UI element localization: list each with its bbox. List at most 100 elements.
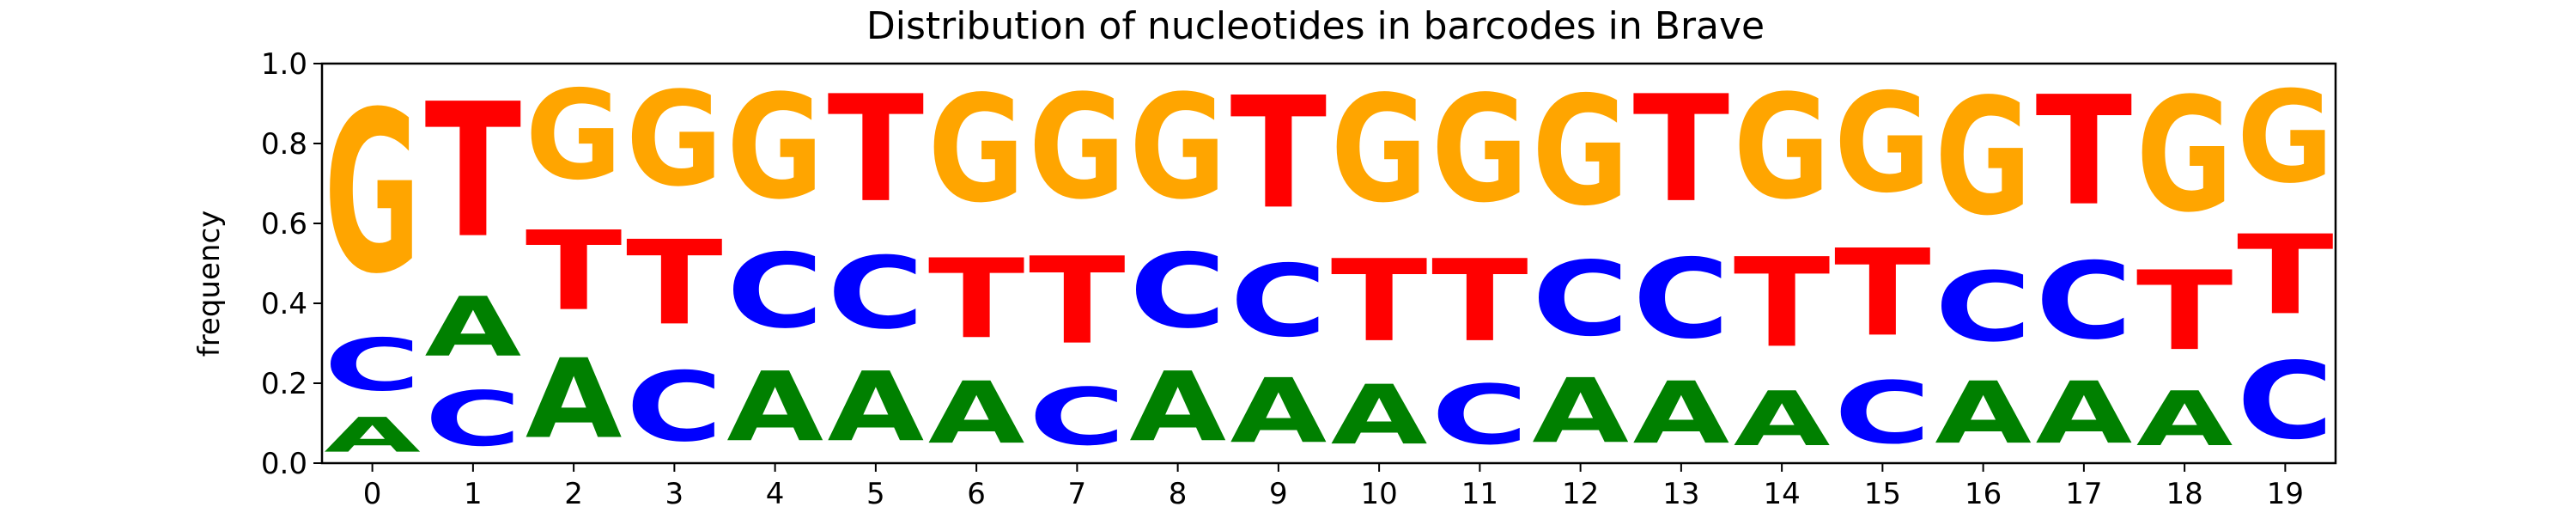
nucleotide-c: C (324, 324, 421, 407)
nucleotide-g: G (526, 64, 623, 207)
nucleotide-t: T (1431, 236, 1528, 367)
x-tick-label: 3 (665, 477, 684, 511)
nucleotide-t: T (1834, 223, 1931, 363)
x-tick-label: 6 (967, 477, 986, 511)
nucleotide-g: G (1532, 64, 1629, 240)
nucleotide-g: G (1029, 64, 1126, 232)
nucleotide-t: T (626, 216, 723, 351)
logo-column: CTG (1029, 64, 1126, 463)
x-tick-label: 0 (363, 477, 382, 511)
nucleotide-c: C (1230, 243, 1327, 358)
x-tick-label: 1 (464, 477, 483, 511)
nucleotide-c: C (828, 235, 925, 351)
plot-frame (320, 62, 2337, 465)
nucleotide-g: G (2136, 64, 2233, 247)
y-axis-label: frequency (192, 211, 227, 357)
x-tick-label: 4 (766, 477, 785, 511)
nucleotide-t: T (1230, 64, 1327, 243)
x-tick-label: 15 (1864, 477, 1901, 511)
nucleotide-c: C (1431, 368, 1528, 463)
nucleotide-a: A (928, 363, 1025, 463)
logo-column: ACT (1633, 64, 1730, 463)
nucleotide-c: C (2036, 240, 2133, 363)
nucleotide-g: G (1734, 64, 1831, 232)
logo-column: ACG (1935, 64, 2032, 463)
nucleotide-a: A (1633, 363, 1730, 463)
nucleotide-g: G (1431, 64, 1528, 235)
nucleotide-t: T (526, 207, 623, 334)
nucleotide-g: G (324, 64, 421, 322)
logo-column: ACT (828, 64, 925, 463)
logo-column: ATG (1734, 64, 1831, 463)
logo-column: ATG (526, 64, 623, 463)
nucleotide-g: G (928, 64, 1025, 235)
logo-column: CAT (425, 64, 522, 463)
logo-column: CTG (1834, 64, 1931, 463)
nucleotide-c: C (1129, 232, 1226, 351)
y-tick-label: 0.6 (261, 207, 307, 241)
y-tick-label: 0.4 (261, 287, 307, 321)
nucleotide-t: T (928, 235, 1025, 363)
nucleotide-t: T (2036, 64, 2133, 240)
nucleotide-t: T (828, 64, 925, 235)
nucleotide-a: A (1532, 359, 1629, 462)
nucleotide-a: A (1734, 376, 1831, 463)
nucleotide-c: C (1029, 371, 1126, 462)
x-tick-label: 11 (1461, 477, 1498, 511)
x-tick-label: 17 (2065, 477, 2102, 511)
nucleotide-t: T (1331, 236, 1428, 367)
nucleotide-a: A (726, 351, 823, 463)
nucleotide-a: A (425, 280, 522, 376)
nucleotide-a: A (324, 407, 421, 463)
x-tick-label: 13 (1662, 477, 1699, 511)
nucleotide-t: T (2237, 211, 2334, 339)
x-tick-label: 19 (2267, 477, 2304, 511)
nucleotide-a: A (2136, 376, 2233, 463)
logo-column: ACG (1532, 64, 1629, 463)
chart-title: Distribution of nucleotides in barcodes … (866, 4, 1765, 48)
x-tick-label: 12 (1562, 477, 1599, 511)
nucleotide-a: A (828, 351, 925, 463)
nucleotide-a: A (1331, 368, 1428, 463)
nucleotide-c: C (2237, 339, 2334, 462)
nucleotide-c: C (1532, 240, 1629, 359)
nucleotide-g: G (1331, 64, 1428, 235)
logo-column: ATG (2136, 64, 2233, 463)
logo-column: CTG (1431, 64, 1528, 463)
logo-column: ACG (726, 64, 823, 463)
nucleotide-g: G (726, 64, 823, 232)
logo-column: ACG (324, 64, 421, 462)
x-tick-label: 10 (1360, 477, 1397, 511)
logo-column: CTG (2237, 64, 2334, 462)
logo-column: ATG (1331, 64, 1428, 463)
nucleotide-a: A (1230, 359, 1327, 462)
nucleotide-t: T (2136, 247, 2233, 375)
nucleotide-g: G (1935, 64, 2032, 251)
nucleotide-g: G (626, 64, 723, 216)
x-tick-label: 9 (1269, 477, 1288, 511)
nucleotide-g: G (2237, 64, 2334, 211)
y-tick-label: 0.0 (261, 447, 307, 481)
x-tick-label: 16 (1965, 477, 2002, 511)
logo-column: ATG (928, 64, 1025, 463)
nucleotide-c: C (1935, 252, 2032, 363)
nucleotide-a: A (1129, 351, 1226, 463)
nucleotide-c: C (726, 232, 823, 351)
nucleotide-t: T (425, 64, 522, 279)
nucleotide-c: C (425, 376, 522, 463)
nucleotide-a: A (1935, 363, 2032, 463)
x-axis: 0 1 2 3 4 5 6 7 8 9 10 11 12 13 14 15 16 17 18 19 (363, 463, 2304, 511)
nucleotide-t: T (1029, 231, 1126, 370)
x-tick-label: 14 (1763, 477, 1800, 511)
nucleotide-c: C (626, 351, 723, 463)
nucleotide-g: G (1834, 64, 1931, 223)
x-tick-label: 7 (1068, 477, 1087, 511)
x-tick-label: 2 (564, 477, 583, 511)
y-tick-label: 1.0 (261, 47, 307, 82)
logo-column: ACT (1230, 64, 1327, 463)
y-tick-label: 0.2 (261, 367, 307, 401)
nucleotide-g: G (1129, 64, 1226, 232)
nucleotide-a: A (2036, 363, 2133, 463)
nucleotide-t: T (1734, 233, 1831, 376)
